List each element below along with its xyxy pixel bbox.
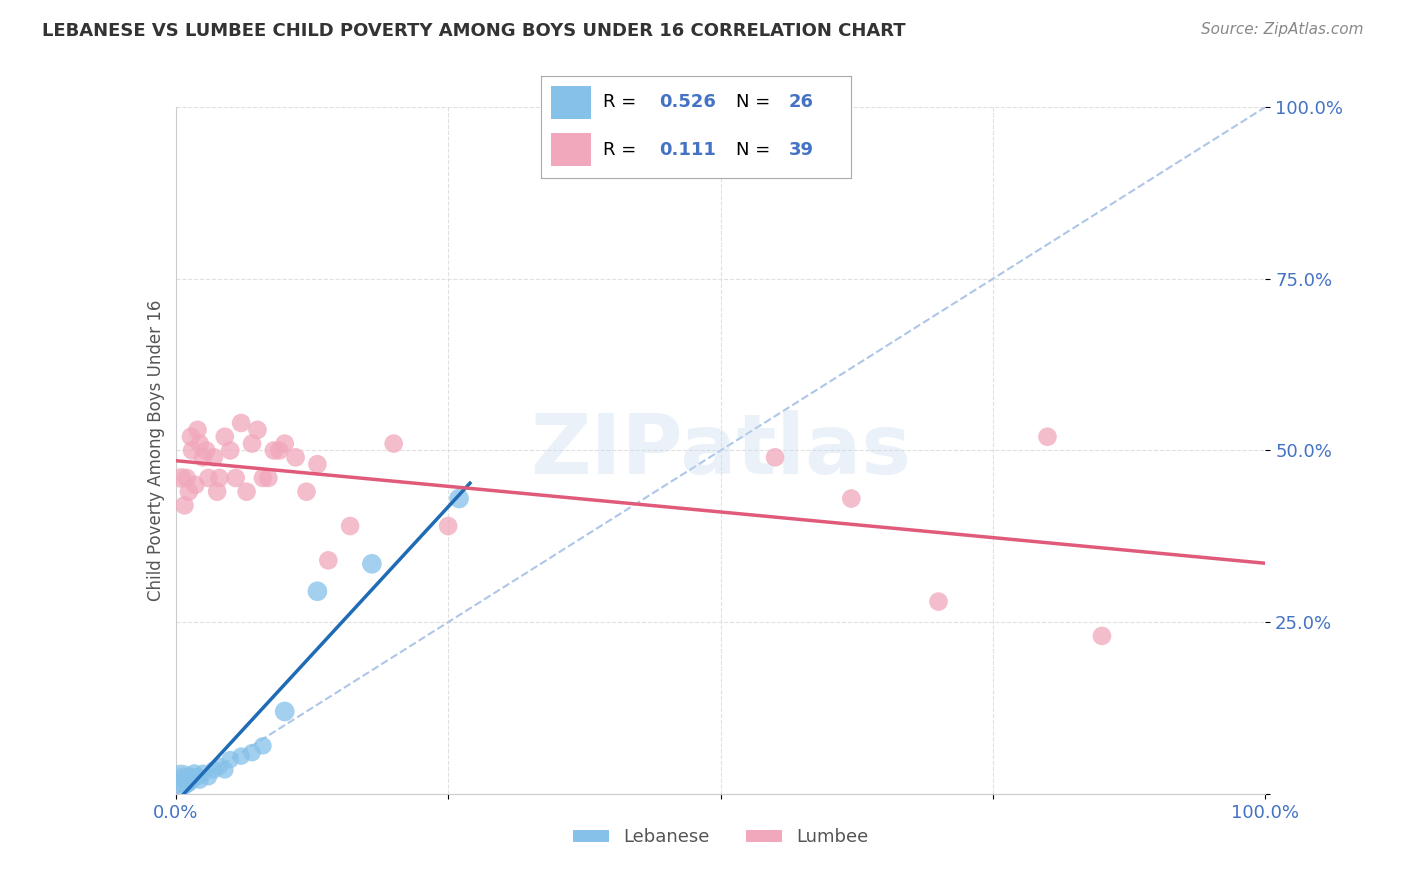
- Bar: [551, 133, 591, 166]
- Point: [231, 416, 253, 430]
- Point: [841, 491, 863, 506]
- Point: [181, 443, 204, 458]
- Text: N =: N =: [737, 141, 776, 159]
- Point: [252, 739, 274, 753]
- Point: [176, 471, 198, 485]
- Point: [447, 491, 470, 506]
- Point: [172, 770, 194, 784]
- Point: [240, 746, 263, 760]
- Text: R =: R =: [603, 94, 643, 112]
- Point: [219, 753, 242, 767]
- Text: 0.526: 0.526: [659, 94, 716, 112]
- Point: [179, 774, 201, 789]
- Point: [195, 443, 218, 458]
- Point: [181, 773, 204, 788]
- Bar: [551, 87, 591, 119]
- Point: [360, 557, 382, 571]
- Point: [257, 471, 280, 485]
- Text: R =: R =: [603, 141, 648, 159]
- Point: [177, 776, 200, 790]
- Point: [274, 436, 297, 450]
- Point: [180, 430, 202, 444]
- Point: [205, 484, 228, 499]
- Legend: Lebanese, Lumbee: Lebanese, Lumbee: [565, 822, 876, 854]
- Point: [186, 423, 209, 437]
- Point: [208, 471, 231, 485]
- Point: [269, 443, 291, 458]
- Point: [202, 450, 225, 465]
- Point: [214, 763, 236, 777]
- Y-axis label: Child Poverty Among Boys Under 16: Child Poverty Among Boys Under 16: [146, 300, 165, 601]
- Point: [191, 450, 214, 465]
- Point: [174, 772, 197, 786]
- Point: [263, 443, 285, 458]
- Text: Source: ZipAtlas.com: Source: ZipAtlas.com: [1201, 22, 1364, 37]
- Point: [173, 776, 195, 790]
- Point: [382, 436, 405, 450]
- Point: [180, 770, 202, 784]
- Point: [231, 749, 253, 764]
- Point: [437, 519, 460, 533]
- Point: [177, 773, 200, 788]
- Point: [202, 763, 225, 777]
- Point: [170, 471, 193, 485]
- Text: ZIPatlas: ZIPatlas: [530, 410, 911, 491]
- Point: [307, 457, 329, 471]
- Point: [307, 584, 329, 599]
- Point: [240, 436, 263, 450]
- Text: N =: N =: [737, 94, 776, 112]
- Point: [173, 499, 195, 513]
- Point: [177, 484, 200, 499]
- Point: [170, 773, 193, 788]
- Point: [318, 553, 340, 567]
- Point: [235, 484, 257, 499]
- Point: [214, 430, 236, 444]
- Text: 39: 39: [789, 141, 814, 159]
- Point: [295, 484, 318, 499]
- Point: [197, 770, 219, 784]
- Point: [274, 705, 297, 719]
- Point: [188, 773, 211, 788]
- Point: [191, 766, 214, 780]
- Point: [763, 450, 786, 465]
- Point: [339, 519, 361, 533]
- Point: [208, 759, 231, 773]
- Point: [1036, 430, 1059, 444]
- Point: [928, 594, 950, 608]
- Text: 0.111: 0.111: [659, 141, 716, 159]
- Point: [284, 450, 307, 465]
- Point: [186, 770, 209, 784]
- Point: [219, 443, 242, 458]
- Point: [252, 471, 274, 485]
- Point: [246, 423, 269, 437]
- Point: [188, 436, 211, 450]
- Point: [184, 478, 207, 492]
- Text: LEBANESE VS LUMBEE CHILD POVERTY AMONG BOYS UNDER 16 CORRELATION CHART: LEBANESE VS LUMBEE CHILD POVERTY AMONG B…: [42, 22, 905, 40]
- Point: [183, 766, 205, 780]
- Point: [176, 774, 198, 789]
- Text: 26: 26: [789, 94, 814, 112]
- Point: [1091, 629, 1114, 643]
- Point: [225, 471, 247, 485]
- Point: [197, 471, 219, 485]
